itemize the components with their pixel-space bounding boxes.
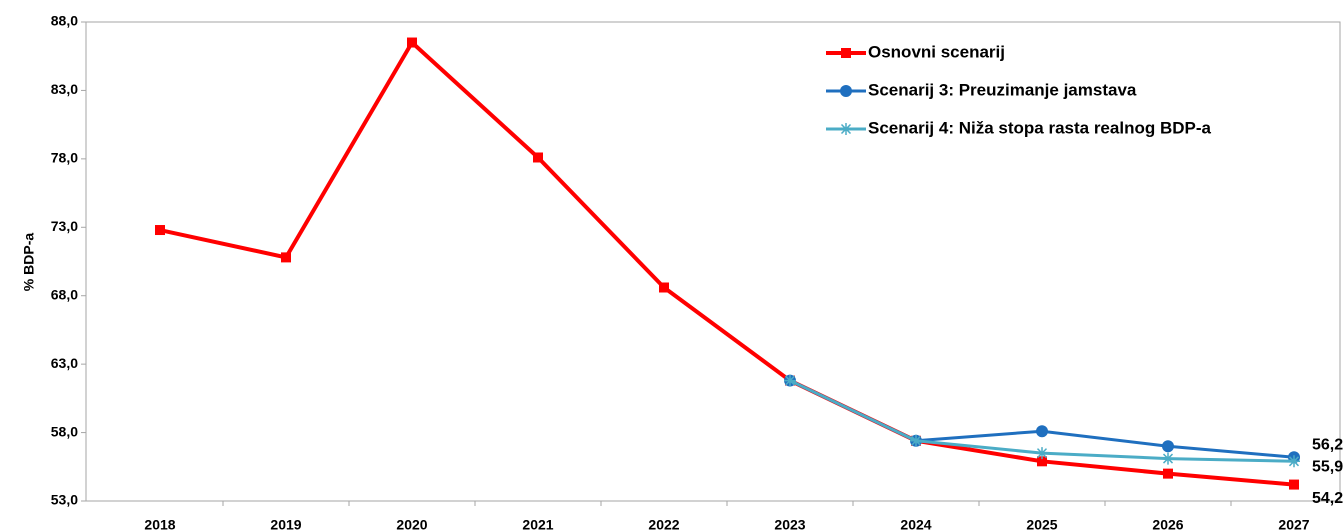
marker (840, 85, 852, 97)
y-tick-label: 68,0 (51, 286, 78, 302)
marker (1037, 456, 1047, 467)
marker (841, 48, 851, 58)
legend-label: Osnovni scenarij (868, 42, 1005, 61)
legend-label: Scenarij 3: Preuzimanje jamstava (868, 80, 1137, 99)
marker (155, 225, 165, 236)
x-tick-label: 2025 (1026, 517, 1057, 532)
marker (840, 123, 852, 135)
x-tick-label: 2019 (270, 517, 301, 532)
marker (784, 374, 796, 387)
data-label: 55,9 (1312, 459, 1343, 476)
series-line (159, 40, 1295, 487)
marker (659, 282, 669, 293)
x-tick-label: 2027 (1278, 517, 1309, 532)
marker (910, 434, 922, 447)
y-tick-label: 78,0 (51, 150, 78, 166)
x-tick-label: 2018 (144, 517, 175, 532)
y-tick-label: 63,0 (51, 355, 78, 371)
legend-label: Scenarij 4: Niža stopa rasta realnog BDP… (868, 118, 1211, 137)
marker (1289, 479, 1299, 490)
marker (1036, 425, 1048, 438)
marker (1036, 447, 1048, 460)
plot-area (85, 21, 1341, 502)
y-tick-label: 58,0 (51, 423, 78, 439)
x-tick-label: 2022 (648, 517, 679, 532)
marker (281, 252, 291, 263)
data-label: 54,2 (1312, 490, 1343, 507)
marker (1162, 440, 1174, 453)
marker (533, 152, 543, 163)
data-label: 56,2 (1312, 436, 1343, 453)
y-axis-label: % BDP-a (21, 233, 37, 292)
x-tick-label: 2020 (396, 517, 427, 532)
x-tick-label: 2024 (900, 517, 931, 532)
x-tick-label: 2026 (1152, 517, 1183, 532)
marker (1162, 452, 1174, 465)
marker (1288, 455, 1300, 468)
x-tick-label: 2023 (774, 517, 805, 532)
y-tick-label: 88,0 (51, 13, 78, 29)
y-tick-label: 83,0 (51, 81, 78, 97)
marker (407, 37, 417, 48)
marker (1163, 468, 1173, 479)
y-tick-label: 53,0 (51, 492, 78, 508)
x-tick-label: 2021 (522, 517, 553, 532)
y-tick-label: 73,0 (51, 218, 78, 234)
